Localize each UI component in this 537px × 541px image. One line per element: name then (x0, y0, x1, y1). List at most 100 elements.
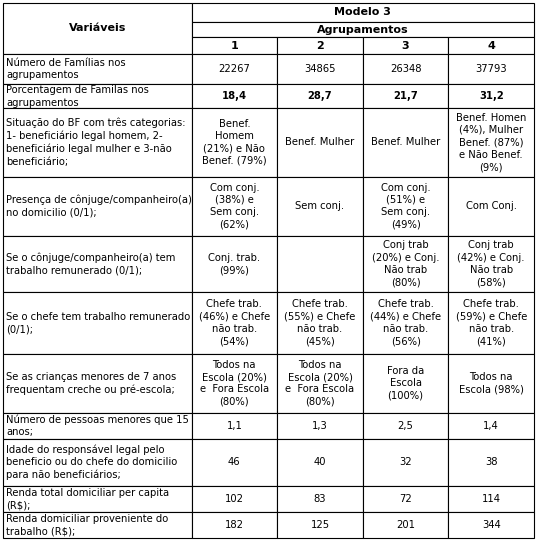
Bar (192, 176, 277, 236)
Bar (192, 3, 534, 22)
Bar (192, 439, 277, 486)
Bar (3, 176, 192, 236)
Bar (448, 236, 534, 292)
Text: Número de pessoas menores que 15
anos;: Número de pessoas menores que 15 anos; (6, 414, 189, 437)
Bar (448, 512, 534, 538)
Bar (3, 108, 192, 176)
Text: 31,2: 31,2 (479, 91, 504, 101)
Text: 22267: 22267 (219, 64, 250, 74)
Text: Benef. Mulher: Benef. Mulher (371, 137, 440, 147)
Bar (448, 439, 534, 486)
Bar (448, 486, 534, 512)
Bar (448, 413, 534, 439)
Text: Todos na
Escola (20%)
e  Fora Escola
(80%): Todos na Escola (20%) e Fora Escola (80%… (285, 360, 354, 407)
Text: Modelo 3: Modelo 3 (335, 8, 391, 17)
Text: 3: 3 (402, 41, 409, 50)
Bar (277, 37, 363, 54)
Bar (363, 354, 448, 413)
Text: 83: 83 (314, 494, 326, 504)
Bar (192, 22, 534, 37)
Text: 26348: 26348 (390, 64, 422, 74)
Text: 1,3: 1,3 (312, 421, 328, 431)
Text: 4: 4 (487, 41, 495, 50)
Text: Chefe trab.
(44%) e Chefe
não trab.
(56%): Chefe trab. (44%) e Chefe não trab. (56%… (370, 300, 441, 347)
Bar (277, 236, 363, 292)
Text: 201: 201 (396, 520, 415, 530)
Bar (3, 54, 192, 84)
Text: Sem conj.: Sem conj. (295, 201, 345, 211)
Text: Presença de cônjuge/companheiro(a)
no domicilio (0/1);: Presença de cônjuge/companheiro(a) no do… (6, 195, 192, 217)
Bar (363, 37, 448, 54)
Bar (192, 108, 277, 176)
Bar (192, 54, 277, 84)
Bar (3, 354, 192, 413)
Bar (277, 84, 363, 108)
Text: Chefe trab.
(59%) e Chefe
não trab.
(41%): Chefe trab. (59%) e Chefe não trab. (41%… (455, 300, 527, 347)
Bar (448, 84, 534, 108)
Text: 1,1: 1,1 (227, 421, 242, 431)
Text: 46: 46 (228, 457, 241, 467)
Text: Se o cônjuge/companheiro(a) tem
trabalho remunerado (0/1);: Se o cônjuge/companheiro(a) tem trabalho… (6, 253, 176, 275)
Bar (3, 512, 192, 538)
Text: Renda total domiciliar per capita
(R$);: Renda total domiciliar per capita (R$); (6, 488, 169, 510)
Bar (192, 354, 277, 413)
Text: Com conj.
(38%) e
Sem conj.
(62%): Com conj. (38%) e Sem conj. (62%) (209, 182, 259, 230)
Text: Chefe trab.
(46%) e Chefe
não trab.
(54%): Chefe trab. (46%) e Chefe não trab. (54%… (199, 300, 270, 347)
Bar (363, 176, 448, 236)
Text: 114: 114 (482, 494, 500, 504)
Text: Com conj.
(51%) e
Sem conj.
(49%): Com conj. (51%) e Sem conj. (49%) (381, 182, 430, 230)
Bar (192, 292, 277, 354)
Text: 1,4: 1,4 (483, 421, 499, 431)
Text: Chefe trab.
(55%) e Chefe
não trab.
(45%): Chefe trab. (55%) e Chefe não trab. (45%… (284, 300, 355, 347)
Bar (3, 292, 192, 354)
Bar (277, 292, 363, 354)
Text: 72: 72 (399, 494, 412, 504)
Bar (3, 84, 192, 108)
Bar (448, 37, 534, 54)
Bar (363, 439, 448, 486)
Bar (3, 236, 192, 292)
Bar (192, 486, 277, 512)
Text: Fora da
Escola
(100%): Fora da Escola (100%) (387, 366, 424, 401)
Bar (277, 512, 363, 538)
Text: Agrupamentos: Agrupamentos (317, 24, 409, 35)
Text: Com Conj.: Com Conj. (466, 201, 517, 211)
Text: 34865: 34865 (304, 64, 336, 74)
Text: Todos na
Escola (20%)
e  Fora Escola
(80%): Todos na Escola (20%) e Fora Escola (80%… (200, 360, 269, 407)
Bar (277, 413, 363, 439)
Bar (277, 54, 363, 84)
Text: 2,5: 2,5 (397, 421, 413, 431)
Bar (3, 439, 192, 486)
Bar (192, 84, 277, 108)
Bar (277, 108, 363, 176)
Bar (363, 486, 448, 512)
Text: 32: 32 (399, 457, 412, 467)
Text: 344: 344 (482, 520, 500, 530)
Text: 102: 102 (225, 494, 244, 504)
Bar (192, 236, 277, 292)
Bar (277, 439, 363, 486)
Text: Situação do BF com três categorias:
1- beneficiário legal homem, 2-
beneficiário: Situação do BF com três categorias: 1- b… (6, 118, 185, 167)
Text: Conj. trab.
(99%): Conj. trab. (99%) (208, 253, 260, 275)
Text: 125: 125 (310, 520, 330, 530)
Bar (277, 176, 363, 236)
Text: Conj trab
(42%) e Conj.
Não trab
(58%): Conj trab (42%) e Conj. Não trab (58%) (458, 240, 525, 288)
Text: Variáveis: Variáveis (69, 23, 126, 34)
Text: Conj trab
(20%) e Conj.
Não trab
(80%): Conj trab (20%) e Conj. Não trab (80%) (372, 240, 439, 288)
Bar (3, 486, 192, 512)
Text: Benef. Homen
(4%), Mulher
Benef. (87%)
e Não Benef.
(9%): Benef. Homen (4%), Mulher Benef. (87%) e… (456, 113, 526, 172)
Bar (363, 54, 448, 84)
Text: Benef. Mulher: Benef. Mulher (285, 137, 354, 147)
Text: Idade do responsável legal pelo
beneficio ou do chefe do domicilio
para não bene: Idade do responsável legal pelo benefici… (6, 445, 177, 480)
Text: 40: 40 (314, 457, 326, 467)
Text: 1: 1 (230, 41, 238, 50)
Bar (363, 84, 448, 108)
Bar (448, 176, 534, 236)
Text: 2: 2 (316, 41, 324, 50)
Text: 38: 38 (485, 457, 497, 467)
Bar (448, 108, 534, 176)
Bar (363, 512, 448, 538)
Text: 21,7: 21,7 (393, 91, 418, 101)
Bar (363, 292, 448, 354)
Text: Se o chefe tem trabalho remunerado
(0/1);: Se o chefe tem trabalho remunerado (0/1)… (6, 312, 190, 334)
